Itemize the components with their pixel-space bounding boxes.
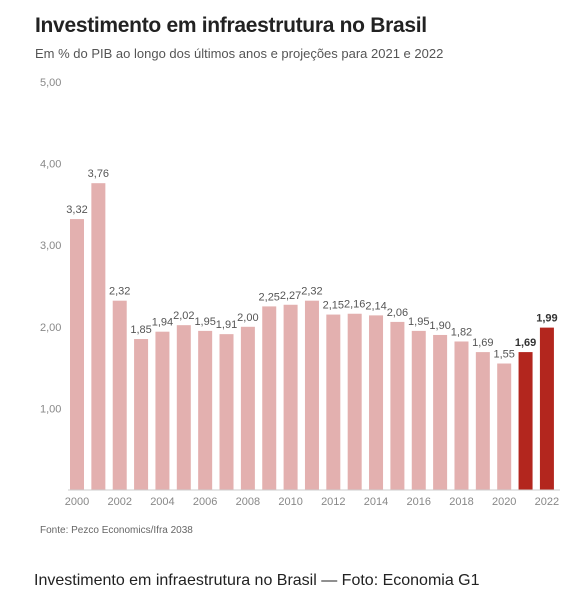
bar-chart: 1,002,003,004,005,00 3,323,762,321,851,9… [40,77,560,508]
bar-value-label: 1,94 [152,317,173,329]
x-tick-label: 2022 [535,496,559,508]
x-tick-label: 2004 [150,496,174,508]
bar [347,313,362,490]
bar-value-label: 2,14 [365,300,386,312]
y-tick-label: 5,00 [40,77,61,89]
x-tick-label: 2014 [364,496,388,508]
bar-value-label: 1,95 [194,316,215,328]
bar-value-label: 3,76 [88,168,109,180]
bar-value-label: 2,06 [387,307,408,319]
bar-projection [518,352,533,490]
bar [198,330,213,490]
bar [475,352,490,490]
bar-value-label: 1,85 [130,324,151,336]
bar-value-label: 1,91 [216,319,237,331]
bar [155,331,170,490]
bar [326,314,341,490]
bar [454,341,469,490]
bar [497,363,512,490]
bar-value-label: 2,02 [173,310,194,322]
bar-value-label: 1,99 [536,313,557,325]
y-tick-label: 4,00 [40,159,61,171]
chart-title: Investimento em infraestrutura no Brasil [35,14,427,37]
bar-value-label: 1,69 [472,337,493,349]
bar-value-label: 2,32 [301,286,322,298]
x-tick-label: 2012 [321,496,345,508]
bar [240,326,255,490]
bar-value-label: 1,90 [429,320,450,332]
bar-value-label: 1,82 [451,326,472,338]
x-tick-label: 2020 [492,496,516,508]
bar-value-label: 2,16 [344,299,365,311]
bar-value-label: 2,15 [323,300,344,312]
bar [262,306,277,490]
y-axis: 1,00 2,00 3,00 4,00 5,00 [40,77,61,415]
bar [433,334,448,490]
photo-caption: Investimento em infraestrutura no Brasil… [34,572,480,589]
bars [70,183,554,490]
bar [304,300,319,490]
bar [283,304,298,490]
bar-value-label: 2,27 [280,290,301,302]
x-tick-label: 2016 [407,496,431,508]
bar [112,300,127,490]
x-tick-label: 2008 [236,496,260,508]
bar-value-label: 1,69 [515,337,536,349]
bar [134,339,149,490]
bar [219,334,234,490]
bar-value-label: 2,32 [109,286,130,298]
x-tick-label: 2000 [65,496,89,508]
bar [176,325,191,490]
x-tick-label: 2010 [278,496,302,508]
x-axis: 2000 2002 2004 2006 2008 2010 2012 2014 2016 2018… [65,496,559,508]
bar [411,330,426,490]
y-tick-label: 2,00 [40,322,61,334]
bar-value-label: 1,55 [493,349,514,361]
bar [70,219,84,490]
y-tick-label: 1,00 [40,403,61,415]
bar-value-label: 2,25 [259,291,280,303]
bar-value-label: 1,95 [408,316,429,328]
value-labels: 3,323,762,321,851,942,02 1,95 1,912,002,25… [66,168,557,360]
x-tick-label: 2006 [193,496,217,508]
x-tick-label: 2018 [449,496,473,508]
bar [390,321,405,490]
bar-value-label: 2,00 [237,312,258,324]
source-note: Fonte: Pezco Economics/Ifra 2038 [40,525,193,536]
bar-value-label: 3,32 [66,204,87,216]
chart-subtitle: Em % do PIB ao longo dos últimos anos e … [35,46,444,61]
y-tick-label: 3,00 [40,240,61,252]
bar [369,315,384,490]
x-tick-label: 2002 [107,496,131,508]
bar [91,183,106,490]
bar-projection [539,327,554,490]
